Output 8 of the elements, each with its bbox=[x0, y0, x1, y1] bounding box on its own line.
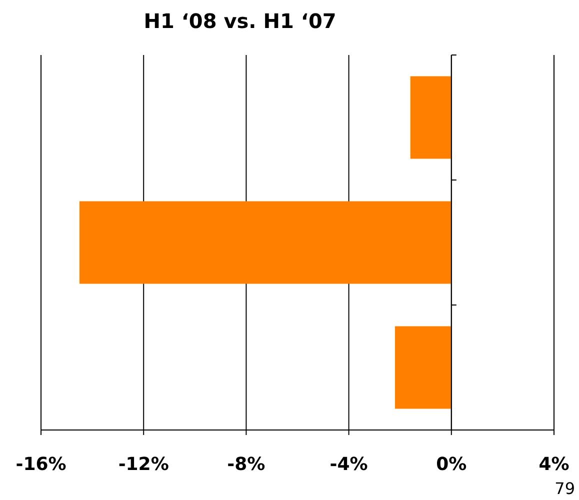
x-tick-label: -8% bbox=[227, 454, 266, 475]
x-tick-label: -4% bbox=[330, 454, 368, 475]
chart-title: H1 ‘08 vs. H1 ‘07 bbox=[144, 9, 336, 33]
x-tick-label: -16% bbox=[16, 454, 66, 475]
x-tick-label: 4% bbox=[538, 454, 570, 475]
x-tick-label: -12% bbox=[118, 454, 169, 475]
text: 79 bbox=[554, 479, 575, 498]
x-tick-label: 0% bbox=[436, 454, 467, 475]
